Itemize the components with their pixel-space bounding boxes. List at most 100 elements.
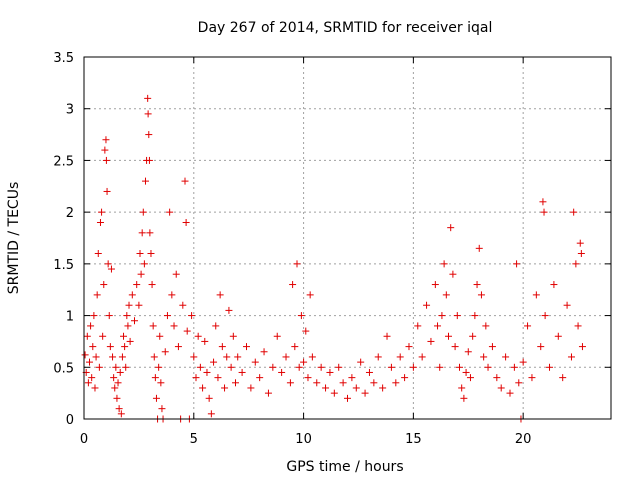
data-point	[480, 353, 488, 361]
data-point	[401, 374, 409, 382]
data-point	[453, 312, 461, 320]
data-point	[513, 260, 521, 268]
y-tick-label: 0	[66, 413, 74, 428]
axis-ticks	[83, 56, 611, 420]
x-tick-label: 5	[190, 432, 198, 447]
data-point	[93, 291, 101, 299]
data-point	[493, 374, 501, 382]
data-point	[98, 208, 106, 216]
data-point	[116, 368, 124, 376]
data-point	[218, 343, 226, 351]
data-point	[304, 374, 312, 382]
data-point	[232, 379, 240, 387]
data-point	[150, 353, 158, 361]
data-point	[365, 368, 373, 376]
data-point	[289, 281, 297, 289]
data-point	[475, 244, 483, 252]
data-point	[506, 389, 514, 397]
data-point	[179, 301, 187, 309]
data-point	[291, 343, 299, 351]
data-point	[91, 384, 99, 392]
data-point	[570, 208, 578, 216]
data-point	[137, 270, 145, 278]
data-point	[115, 405, 123, 413]
data-point	[145, 131, 153, 139]
data-point	[396, 353, 404, 361]
y-tick-label: 1	[66, 310, 74, 325]
data-point	[559, 374, 567, 382]
data-point	[214, 374, 222, 382]
data-point	[123, 312, 131, 320]
data-point	[392, 379, 400, 387]
data-point	[106, 343, 114, 351]
data-point	[94, 250, 102, 258]
data-point	[111, 384, 119, 392]
data-point	[88, 374, 96, 382]
data-point	[418, 353, 426, 361]
data-point	[471, 312, 479, 320]
data-point	[335, 363, 343, 371]
data-point	[166, 208, 174, 216]
data-point	[158, 405, 166, 413]
y-tick-label: 1.5	[53, 258, 74, 273]
data-point	[141, 177, 149, 185]
data-point	[442, 291, 450, 299]
data-point	[124, 322, 132, 330]
data-point	[423, 301, 431, 309]
x-tick-label: 15	[405, 432, 422, 447]
data-point	[156, 332, 164, 340]
data-point	[161, 348, 169, 356]
data-point	[210, 358, 218, 366]
data-point	[273, 332, 281, 340]
data-point	[256, 374, 264, 382]
data-point	[183, 327, 191, 335]
data-point	[326, 368, 334, 376]
data-point	[118, 353, 126, 361]
data-point	[484, 363, 492, 371]
data-point	[102, 136, 110, 144]
data-point	[212, 322, 220, 330]
data-point	[95, 363, 103, 371]
data-point	[502, 353, 510, 361]
data-point	[168, 291, 176, 299]
data-point	[135, 301, 143, 309]
data-point	[436, 363, 444, 371]
data-point	[528, 374, 536, 382]
data-point	[330, 389, 338, 397]
data-point	[497, 384, 505, 392]
data-point	[466, 374, 474, 382]
data-point	[131, 317, 139, 325]
data-point	[128, 291, 136, 299]
data-point	[462, 368, 470, 376]
data-point	[344, 394, 351, 402]
data-point	[414, 322, 422, 330]
data-point	[297, 312, 305, 320]
data-point	[348, 374, 356, 382]
x-tick-label: 10	[295, 432, 312, 447]
data-point	[313, 379, 321, 387]
x-axis-label: GPS time / hours	[286, 459, 403, 475]
data-point	[260, 348, 268, 356]
data-point	[151, 374, 159, 382]
data-point	[431, 281, 439, 289]
data-point	[242, 343, 250, 351]
data-point	[537, 343, 545, 351]
gridlines	[84, 57, 611, 419]
data-point	[84, 379, 92, 387]
data-point	[482, 322, 490, 330]
data-point	[92, 353, 100, 361]
data-point	[227, 363, 235, 371]
data-points	[81, 94, 586, 423]
x-tick-label: 20	[515, 432, 532, 447]
data-point	[247, 384, 255, 392]
data-point	[155, 363, 163, 371]
data-point	[109, 353, 117, 361]
data-point	[104, 260, 112, 268]
data-point	[199, 384, 207, 392]
data-point	[190, 353, 198, 361]
data-point	[99, 332, 107, 340]
data-point	[157, 379, 165, 387]
data-point	[524, 322, 532, 330]
data-point	[112, 363, 120, 371]
data-point	[427, 337, 435, 345]
